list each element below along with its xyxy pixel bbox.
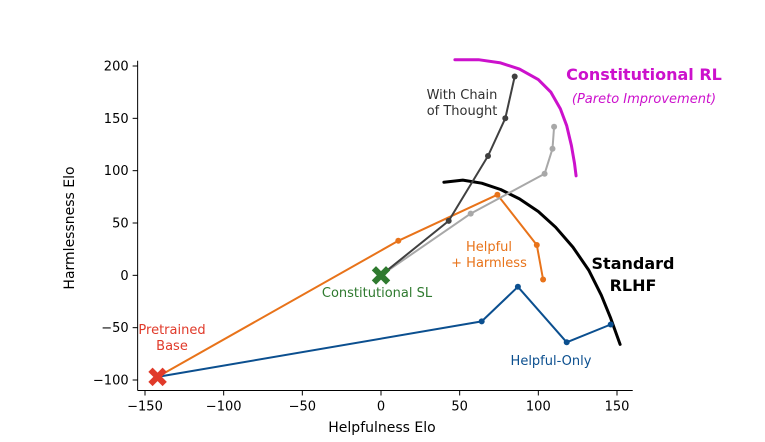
pretrained-base-label-line: Base <box>156 339 188 354</box>
pretrained-base-marker <box>148 367 167 387</box>
x-tick-label: 100 <box>526 399 551 414</box>
annotation-labels: Pretrained Base Constitutional SL Helpful + … <box>138 65 721 369</box>
helpful-harmless-label-line: Helpful <box>466 240 512 255</box>
frontier-curves <box>442 58 622 346</box>
y-tick-label: 200 <box>104 60 129 75</box>
pareto-improvement-label: (Pareto Improvement) <box>572 92 716 107</box>
y-tick-label: −50 <box>101 321 128 336</box>
helpful-harmless-point-4 <box>533 242 540 248</box>
series-lines <box>154 73 614 380</box>
constitutional-rl-frontier-curve <box>453 58 578 178</box>
helpful-only-label: Helpful-Only <box>511 354 592 369</box>
series-3-point-5 <box>551 123 558 130</box>
series-3-point-2 <box>467 210 474 217</box>
helpful-harmless-label-line: + Harmless <box>451 256 527 271</box>
helpful-harmless-point-3 <box>494 191 501 198</box>
y-tick-label: 0 <box>120 269 128 284</box>
helpful-harmless-point-5 <box>540 276 547 283</box>
constitutional-sl-label: Constitutional SL <box>322 286 433 301</box>
helpful-only-point-3 <box>514 283 521 290</box>
pareto-improvement-label-line: (Pareto Improvement) <box>572 92 716 107</box>
with-chain-of-thought-label-line: of Thought <box>427 104 498 119</box>
helpful-only-point-4 <box>563 339 570 346</box>
standard-rlhf-label-line: Standard <box>592 254 675 273</box>
x-tick-label: −100 <box>206 399 242 414</box>
pretrained-base-label-line: Pretrained <box>138 323 205 338</box>
helpful-only-point-5 <box>607 321 614 328</box>
with-chain-of-thought-label-line: With Chain <box>427 88 498 103</box>
with-chain-of-thought-point-4 <box>502 115 509 122</box>
constitutional-rl-label: Constitutional RL <box>566 65 722 84</box>
standard-rlhf-frontier-curve <box>442 178 622 346</box>
standard-rlhf-label-line: RLHF <box>610 276 657 295</box>
x-axis-title: Helpfulness Elo <box>328 420 435 436</box>
constitutional-sl-marker-cross <box>371 266 391 285</box>
pretrained-base-label: Pretrained Base <box>138 323 205 354</box>
helpful-only-label-line: Helpful-Only <box>511 354 592 369</box>
y-tick-label: 50 <box>112 217 129 232</box>
with-chain-of-thought-point-2 <box>445 217 452 224</box>
series-3-point-4 <box>549 145 556 152</box>
x-tick-label: −50 <box>289 399 316 414</box>
standard-rlhf-label: Standard RLHF <box>592 254 675 295</box>
special-markers <box>148 266 391 387</box>
helpful-harmless-point-2 <box>395 237 402 244</box>
y-axis-title: Harmlessness Elo <box>62 166 78 289</box>
x-tick-label: −150 <box>127 399 163 414</box>
with-chain-of-thought-point-3 <box>485 153 491 159</box>
with-chain-of-thought-label: With Chain of Thought <box>427 88 498 119</box>
helpful-only-point-2 <box>478 318 485 325</box>
constitutional-rl-label-line: Constitutional RL <box>566 65 722 84</box>
y-tick-label: 150 <box>104 112 129 127</box>
x-tick-label: 50 <box>451 399 468 414</box>
x-tick-label: 150 <box>605 399 630 414</box>
pretrained-base-marker-cross <box>148 367 167 387</box>
y-tick-label: −100 <box>93 374 129 389</box>
constitutional-sl-marker <box>371 266 391 285</box>
y-tick-label: 100 <box>104 164 129 179</box>
series-3-point-3 <box>541 170 548 177</box>
helpful-harmless-label: Helpful + Harmless <box>451 240 527 271</box>
constitutional-sl-label-line: Constitutional SL <box>322 286 433 301</box>
x-tick-label: 0 <box>377 399 385 414</box>
axes: −150 −100 −50 0 50 100 150 −100 −50 0 50 100 150 200 <box>93 60 633 414</box>
with-chain-of-thought-point-5 <box>511 73 518 80</box>
